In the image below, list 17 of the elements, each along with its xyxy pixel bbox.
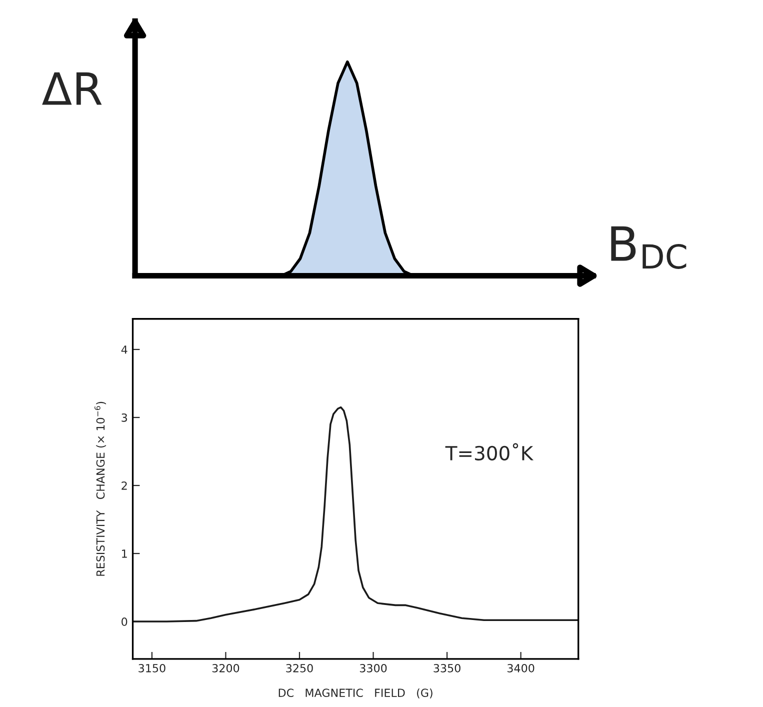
x-axis-title: B$_{DC}$	[611, 226, 686, 269]
x-tick-label: 3150	[138, 664, 166, 672]
line-series	[132, 406, 578, 622]
x-axis-title: DC MAGNETIC FIELD (G)	[278, 688, 432, 698]
y-tick-label: 1	[122, 550, 127, 558]
y-tick-label: 3	[122, 413, 128, 422]
y-axis-title: RESISTIVITY CHANGE (× 10$^{−6}$)	[94, 402, 106, 576]
y-tick-label: 2	[122, 481, 127, 490]
y-tick-label: 0	[122, 617, 128, 626]
x-tick-label: 3250	[286, 664, 313, 672]
x-tick-label: 3350	[434, 664, 460, 672]
y-tick-label: 4	[121, 346, 128, 354]
x-tick-label: 3200	[212, 664, 240, 672]
y-axis-title: ΔR	[42, 72, 102, 105]
x-tick-label: 3400	[508, 664, 534, 672]
annotation: T=300˚K	[445, 443, 534, 461]
x-tick-label: 3300	[360, 664, 387, 672]
